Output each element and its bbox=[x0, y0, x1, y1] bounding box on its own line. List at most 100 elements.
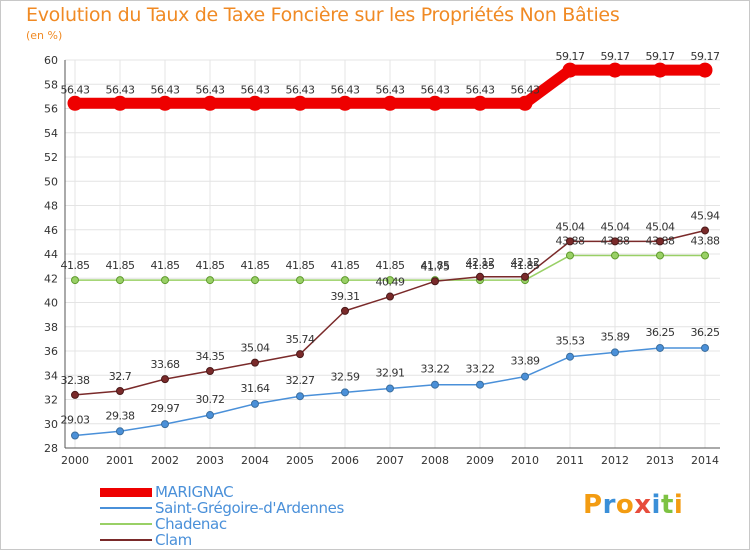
data-point bbox=[607, 62, 623, 78]
data-point bbox=[427, 95, 443, 111]
data-point bbox=[206, 367, 214, 376]
x-tick-label: 2013 bbox=[646, 454, 674, 467]
legend-label: Clam bbox=[155, 531, 192, 549]
data-point bbox=[701, 226, 709, 235]
data-point bbox=[656, 251, 664, 260]
data-point bbox=[116, 427, 124, 436]
data-point bbox=[566, 251, 574, 260]
logo-letter: i bbox=[673, 490, 684, 520]
data-point bbox=[292, 95, 308, 111]
data-point bbox=[206, 411, 214, 420]
data-point bbox=[517, 95, 533, 111]
data-point bbox=[521, 372, 529, 381]
data-point bbox=[701, 251, 709, 260]
logo-letter: i bbox=[651, 490, 661, 520]
data-point bbox=[476, 272, 484, 281]
data-point bbox=[386, 292, 394, 301]
data-point bbox=[386, 276, 394, 285]
chart-legend: MARIGNAC Saint-Grégoire-d'Ardennes Chadena… bbox=[100, 483, 344, 549]
data-point bbox=[611, 237, 619, 246]
data-point bbox=[71, 431, 79, 440]
data-point bbox=[296, 350, 304, 359]
data-label: 59.17 bbox=[691, 50, 720, 63]
data-label: 42.12 bbox=[511, 256, 540, 269]
data-label: 56.43 bbox=[106, 83, 135, 96]
data-label: 41.85 bbox=[331, 259, 360, 272]
data-label: 45.94 bbox=[691, 209, 720, 222]
y-axis-unit: (en %) bbox=[26, 29, 63, 42]
data-label: 29.38 bbox=[106, 409, 135, 422]
data-point bbox=[341, 306, 349, 315]
data-point bbox=[116, 387, 124, 396]
y-tick-label: 48 bbox=[44, 200, 58, 213]
data-label: 56.43 bbox=[196, 83, 225, 96]
data-label: 56.43 bbox=[511, 83, 540, 96]
y-tick-label: 44 bbox=[44, 248, 58, 261]
data-point bbox=[611, 348, 619, 357]
data-label: 45.04 bbox=[556, 220, 585, 233]
data-label: 35.89 bbox=[601, 330, 630, 343]
data-point bbox=[157, 95, 173, 111]
data-label: 41.85 bbox=[421, 259, 450, 272]
data-point bbox=[161, 420, 169, 429]
data-label: 32.59 bbox=[331, 370, 360, 383]
data-label: 41.85 bbox=[511, 259, 540, 272]
y-tick-label: 42 bbox=[44, 272, 58, 285]
data-label: 30.72 bbox=[196, 393, 225, 406]
data-label: 35.04 bbox=[241, 342, 270, 355]
proxiti-logo: Proxiti bbox=[583, 490, 683, 520]
x-tick-label: 2006 bbox=[331, 454, 359, 467]
data-label: 35.74 bbox=[286, 333, 315, 346]
y-tick-label: 58 bbox=[44, 78, 58, 91]
y-tick-label: 36 bbox=[44, 345, 58, 358]
x-tick-label: 2007 bbox=[376, 454, 404, 467]
y-tick-label: 56 bbox=[44, 103, 58, 116]
data-point bbox=[701, 343, 709, 352]
data-label: 56.43 bbox=[466, 83, 495, 96]
logo-letter: o bbox=[615, 490, 635, 520]
x-tick-label: 2008 bbox=[421, 454, 449, 467]
logo-letter: P bbox=[583, 490, 603, 520]
y-tick-label: 40 bbox=[44, 297, 58, 310]
data-point bbox=[251, 358, 259, 367]
legend-swatch bbox=[100, 523, 152, 525]
data-label: 29.97 bbox=[151, 402, 180, 415]
data-point bbox=[202, 95, 218, 111]
data-point bbox=[431, 277, 439, 286]
data-point bbox=[251, 399, 259, 408]
y-tick-label: 32 bbox=[44, 394, 58, 407]
data-point bbox=[341, 276, 349, 285]
legend-swatch bbox=[100, 487, 152, 497]
data-label: 41.75 bbox=[421, 260, 450, 273]
data-point bbox=[697, 62, 713, 78]
data-point bbox=[382, 95, 398, 111]
data-label: 40.49 bbox=[376, 276, 405, 289]
data-point bbox=[566, 352, 574, 361]
data-label: 41.85 bbox=[106, 259, 135, 272]
data-label: 59.17 bbox=[601, 50, 630, 63]
data-label: 33.89 bbox=[511, 355, 540, 368]
data-label: 32.27 bbox=[286, 374, 315, 387]
y-tick-label: 50 bbox=[44, 175, 58, 188]
data-point bbox=[566, 237, 574, 246]
data-label: 56.43 bbox=[241, 83, 270, 96]
x-tick-label: 2005 bbox=[286, 454, 314, 467]
data-label: 41.85 bbox=[376, 259, 405, 272]
logo-letter: r bbox=[602, 490, 616, 520]
data-label: 32.7 bbox=[109, 370, 132, 383]
data-label: 43.88 bbox=[691, 234, 720, 247]
chart-title: Evolution du Taux de Taxe Foncière sur l… bbox=[26, 4, 620, 26]
x-tick-label: 2009 bbox=[466, 454, 494, 467]
x-tick-label: 2003 bbox=[196, 454, 224, 467]
data-label: 45.04 bbox=[601, 220, 630, 233]
data-label: 42.12 bbox=[466, 256, 495, 269]
data-point bbox=[71, 390, 79, 399]
data-label: 41.85 bbox=[286, 259, 315, 272]
logo-letter: t bbox=[660, 490, 674, 520]
x-tick-label: 2014 bbox=[691, 454, 719, 467]
data-label: 34.35 bbox=[196, 350, 225, 363]
data-point bbox=[112, 95, 128, 111]
data-point bbox=[656, 237, 664, 246]
legend-label: MARIGNAC bbox=[155, 483, 234, 501]
